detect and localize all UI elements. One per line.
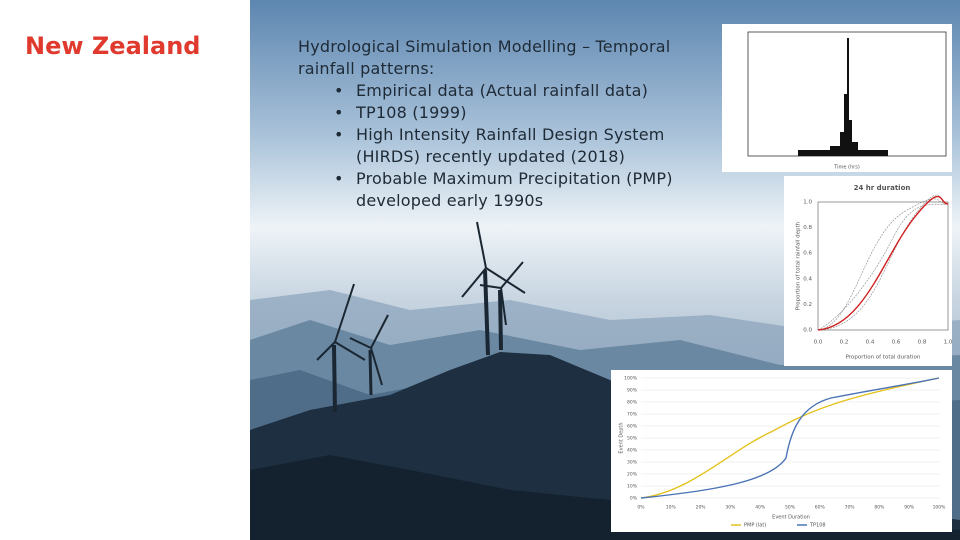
figure-title: 24 hr duration <box>854 184 911 192</box>
figure-pmp-tp108: Event Depth Event Duration PMP (lat) TP1… <box>611 370 952 532</box>
y-tick-label: 0% <box>630 496 638 502</box>
x-tick-label: 90% <box>904 505 915 511</box>
legend-entry: TP108 <box>809 523 826 529</box>
histogram <box>798 38 888 156</box>
plot-frame <box>817 201 949 331</box>
y-tick-label: 10% <box>627 484 638 490</box>
bullet: High Intensity Rainfall Design System (H… <box>334 124 718 168</box>
x-tick-label: 1.0 <box>944 340 952 346</box>
x-axis-label: Time (hrs) <box>833 165 860 171</box>
x-tick-label: 0% <box>637 505 645 511</box>
figure-svg: Event Depth Event Duration PMP (lat) TP1… <box>619 376 947 529</box>
x-axis-label: Event Duration <box>772 515 810 521</box>
figure-mass-curves: 24 hr duration Proportion of total rainf… <box>784 176 953 366</box>
pmp-curve <box>640 377 940 499</box>
x-tick-label: 50% <box>785 505 796 511</box>
x-tick-label: 70% <box>845 505 856 511</box>
y-tick-label: 40% <box>627 448 638 454</box>
y-tick-label: 0.8 <box>803 225 812 231</box>
x-tick-label: 40% <box>755 505 766 511</box>
y-tick-label: 0.0 <box>803 328 812 334</box>
figure-svg: Time (hrs) <box>747 31 947 171</box>
left-panel: New Zealand <box>0 0 250 540</box>
x-tick-label: 0.8 <box>918 340 927 346</box>
figure-svg: 24 hr duration Proportion of total rainf… <box>796 184 953 361</box>
y-tick-label: 90% <box>627 388 638 394</box>
y-tick-label: 30% <box>627 460 638 466</box>
sample-curves <box>817 194 949 331</box>
bullet: Probable Maximum Precipitation (PMP) dev… <box>334 168 718 212</box>
x-tick-label: 80% <box>874 505 885 511</box>
y-axis-label: Event Depth <box>619 422 625 453</box>
y-tick-label: 20% <box>627 472 638 478</box>
bullet: Empirical data (Actual rainfall data) <box>334 80 718 102</box>
x-tick-label: 10% <box>666 505 677 511</box>
x-tick-label: 0.2 <box>840 340 849 346</box>
y-tick-label: 1.0 <box>803 200 812 206</box>
y-tick-label: 100% <box>624 376 638 382</box>
x-tick-label: 0.0 <box>814 340 823 346</box>
x-tick-label: 20% <box>696 505 707 511</box>
y-axis-label: Proportion of total rainfall depth <box>796 221 802 310</box>
legend-entry: PMP (lat) <box>744 523 766 529</box>
y-tick-label: 70% <box>627 412 638 418</box>
y-tick-label: 80% <box>627 400 638 406</box>
y-tick-label: 0.2 <box>803 302 812 308</box>
x-tick-label: 30% <box>725 505 736 511</box>
bullet-list: Empirical data (Actual rainfall data) TP… <box>298 80 718 212</box>
tp108-curve <box>640 377 940 499</box>
y-tick-label: 0.6 <box>803 251 812 257</box>
y-tick-label: 60% <box>627 424 638 430</box>
body-text: Hydrological Simulation Modelling – Temp… <box>298 36 718 212</box>
figure-hyetograph: Time (hrs) <box>722 24 952 172</box>
x-tick-label: 0.6 <box>892 340 901 346</box>
y-tick-label: 50% <box>627 436 638 442</box>
bullet: TP108 (1999) <box>334 102 718 124</box>
x-tick-label: 0.4 <box>866 340 875 346</box>
intro: Hydrological Simulation Modelling – Temp… <box>298 37 671 78</box>
y-tick-label: 0.4 <box>803 276 812 282</box>
x-axis-label: Proportion of total duration <box>846 355 921 361</box>
x-tick-label: 60% <box>815 505 826 511</box>
mean-curve <box>817 195 949 331</box>
slide-title: New Zealand <box>25 32 201 60</box>
x-tick-label: 100% <box>933 505 947 511</box>
